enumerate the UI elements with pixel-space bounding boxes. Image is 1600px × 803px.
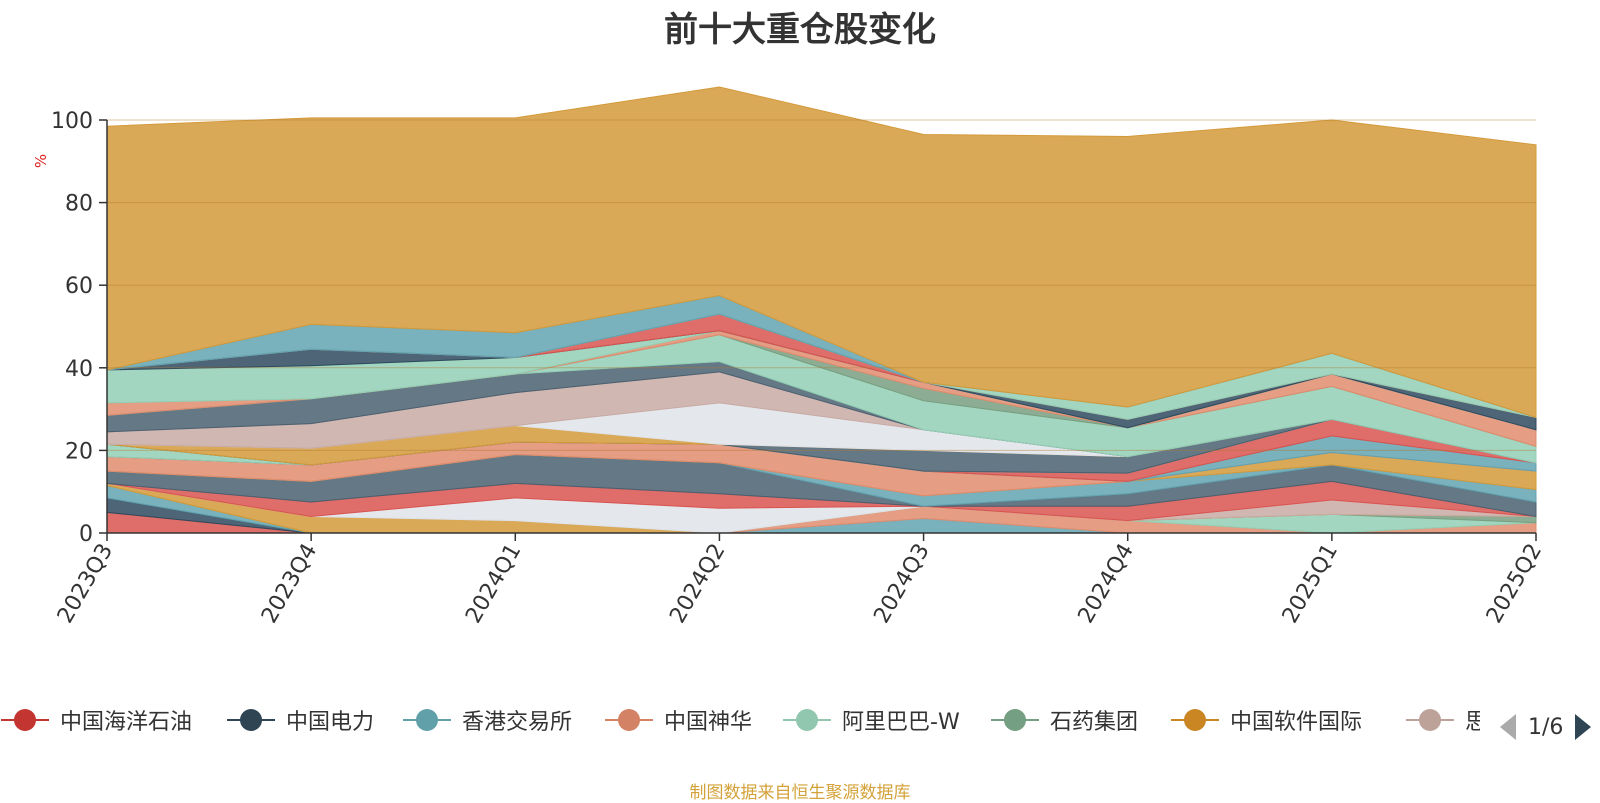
legend-marker-icon xyxy=(1,709,49,731)
pager-text: 1/6 xyxy=(1528,714,1564,740)
x-tick-label-4: 2024Q3 xyxy=(869,540,934,628)
legend-label: 阿里巴巴-W xyxy=(842,710,960,735)
y-tick-label-3: 60 xyxy=(65,274,93,299)
stacked-area-chart: 0 20 40 60 80 100 2023Q3 2023Q4 2024Q1 2024Q2 2024… xyxy=(51,86,1547,628)
legend-item-4[interactable]: 中国神华 xyxy=(604,700,752,740)
pager-next-icon[interactable] xyxy=(1573,712,1593,742)
legend-label: 石药集团 xyxy=(1050,710,1139,735)
x-tick-label-3: 2024Q2 xyxy=(665,540,730,628)
legend-label: 中国软件国际 xyxy=(1230,710,1363,735)
y-tick-label-5: 100 xyxy=(51,109,93,134)
legend-marker-icon xyxy=(991,709,1039,731)
legend: 中国海洋石油 中国电力 香港交易所 中国神华 阿里巴巴-W 石药集团 中国软件国际 思 xyxy=(0,700,1480,740)
legend-item-7[interactable]: 中国软件国际 xyxy=(1170,700,1362,740)
legend-item-6[interactable]: 石药集团 xyxy=(990,700,1138,740)
legend-label: 思 xyxy=(1465,710,1480,735)
legend-pager: 1/6 xyxy=(1498,712,1593,742)
legend-marker-icon xyxy=(605,709,653,731)
legend-label: 中国海洋石油 xyxy=(60,710,193,735)
area-series-31 xyxy=(106,86,1537,419)
legend-marker-icon xyxy=(783,709,831,731)
pager-prev-icon[interactable] xyxy=(1498,712,1518,742)
legend-marker-icon xyxy=(1171,709,1219,731)
y-tick-label-1: 20 xyxy=(65,439,93,464)
chart-title: 前十大重仓股变化 xyxy=(664,10,936,50)
y-tick-label-4: 80 xyxy=(65,192,93,217)
legend-item-3[interactable]: 香港交易所 xyxy=(402,700,572,740)
legend-item-8[interactable]: 思 xyxy=(1405,700,1480,740)
x-tick-label-5: 2024Q4 xyxy=(1074,540,1139,628)
x-tick-label-2: 2024Q1 xyxy=(461,540,526,628)
x-tick-label-1: 2023Q4 xyxy=(257,540,322,628)
y-tick-label-0: 0 xyxy=(79,522,93,547)
x-tick-label-6: 2025Q1 xyxy=(1278,540,1343,628)
legend-item-5[interactable]: 阿里巴巴-W xyxy=(782,700,960,740)
legend-marker-icon xyxy=(1406,709,1454,731)
legend-item-1[interactable]: 中国海洋石油 xyxy=(0,700,192,740)
legend-marker-icon xyxy=(403,709,451,731)
x-tick-label-7: 2025Q2 xyxy=(1482,540,1547,628)
x-tick-label-0: 2023Q3 xyxy=(53,540,118,628)
y-tick-label-2: 40 xyxy=(65,357,93,382)
legend-item-2[interactable]: 中国电力 xyxy=(226,700,374,740)
legend-label: 香港交易所 xyxy=(462,710,573,735)
legend-label: 中国神华 xyxy=(664,710,753,735)
legend-label: 中国电力 xyxy=(286,710,375,735)
footnote: 制图数据来自恒生聚源数据库 xyxy=(689,783,911,803)
legend-marker-icon xyxy=(227,709,275,731)
